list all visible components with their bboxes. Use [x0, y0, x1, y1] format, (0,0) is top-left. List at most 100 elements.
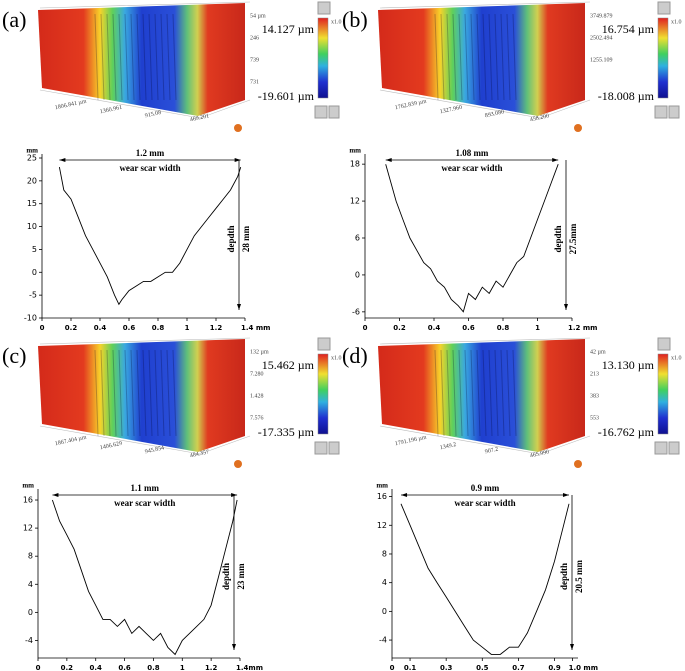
y-tick-label: 4 — [382, 578, 387, 587]
surface-stripe — [464, 349, 469, 437]
surface-x-label: 458.200 — [529, 113, 549, 123]
arrow-head — [237, 304, 241, 310]
y-tick-label: -6 — [352, 307, 360, 316]
width-label: wear scar width — [119, 163, 180, 173]
surface-stripe — [482, 349, 487, 437]
profile-line — [385, 164, 559, 313]
y-tick-label: 16 — [23, 496, 33, 505]
surface-x-label: 1327.960 — [439, 105, 462, 116]
surface-stripe — [142, 13, 147, 101]
surface-stripe — [136, 349, 141, 437]
surface-stripe — [94, 349, 99, 437]
surface-stripe — [166, 349, 171, 437]
color-max: 13.130 µm — [602, 358, 655, 372]
x-tick-label: 0.4 — [90, 664, 103, 671]
surface-x-label: 1867.404 µm — [54, 435, 87, 448]
depth-label: depdth — [221, 563, 231, 590]
surface-x-label: 1360.961 — [99, 105, 122, 116]
axis-icon — [574, 124, 582, 132]
y-tick-label: -4 — [379, 636, 387, 645]
surface-stripe — [458, 349, 463, 437]
surface-stripe — [136, 13, 141, 101]
surface-grid — [39, 337, 251, 455]
surface-stripe — [118, 349, 123, 437]
y-unit: mm — [349, 147, 361, 155]
color-scale: x1.0 — [331, 355, 342, 361]
panel-label: (b) — [342, 7, 368, 32]
x-tick-label: 0 — [40, 324, 45, 332]
surface-stripe — [148, 13, 153, 101]
x-tick-label: 1.4mm — [236, 664, 263, 671]
color-scale: x1.0 — [331, 19, 342, 25]
surface-y-label: 553 — [590, 415, 599, 421]
x-tick-label: 1 — [535, 324, 540, 332]
surface-y-label: 383 — [590, 393, 599, 399]
width-value: 1.2 mm — [136, 148, 165, 158]
surface — [38, 3, 245, 116]
panel-label: (d) — [342, 343, 368, 368]
x-tick-label: 0 — [36, 664, 41, 671]
y-tick-label: 12 — [377, 521, 387, 530]
axis-icon — [234, 460, 242, 468]
surface-stripe — [142, 349, 147, 437]
surface-stripe — [446, 13, 451, 101]
y-tick-label: 16 — [377, 492, 387, 501]
x-tick-label: 0 — [390, 664, 395, 671]
y-tick-label: 0 — [355, 270, 360, 279]
surface-stripe — [166, 13, 171, 101]
width-value: 0.9 mm — [471, 483, 500, 493]
surface-y-label: 7.576 — [250, 415, 264, 421]
surface-stripe — [464, 13, 469, 101]
y-unit: mm — [376, 482, 388, 490]
depth-label: depdth — [226, 225, 236, 252]
surface-stripe — [494, 349, 499, 437]
view-button — [657, 1, 671, 15]
y-tick-label: 12 — [23, 524, 33, 533]
surface-stripe — [172, 13, 177, 101]
surface-stripe — [154, 349, 159, 437]
axis-icon — [234, 124, 242, 132]
surface-y-label: 3749.879 — [590, 13, 613, 19]
color-scale: x1.0 — [671, 19, 682, 25]
x-tick-label: 1.4 mm — [241, 324, 270, 332]
surface-y-label: 1.428 — [250, 393, 264, 399]
surface-x-label: 893.080 — [484, 109, 504, 119]
surface-stripe — [506, 13, 511, 101]
depth-label: depdth — [559, 563, 569, 590]
view-button — [668, 105, 680, 119]
color-bar — [657, 353, 669, 435]
color-max: 15.462 µm — [262, 358, 315, 372]
view-button — [317, 1, 331, 15]
x-tick-label: 1.0 mm — [569, 664, 598, 671]
surface-y-label: 132 µm — [250, 349, 269, 355]
view-button — [657, 337, 671, 351]
depth-value: 28 mm — [241, 225, 251, 252]
x-tick-label: 1 — [185, 324, 190, 332]
surface-stripe — [512, 13, 517, 101]
surface — [38, 339, 245, 452]
x-tick-label: 1.2 — [210, 324, 223, 332]
depth-value: 23 mm — [236, 563, 246, 590]
surface-stripe — [154, 13, 159, 101]
surface-stripe — [500, 349, 505, 437]
surface-x-label: 465.990 — [529, 449, 549, 459]
surface-x-label: 915.08 — [144, 110, 161, 119]
view-button — [668, 441, 680, 455]
y-tick-label: 5 — [32, 245, 37, 254]
surface-x-label: 1762.839 µm — [394, 99, 427, 112]
surface-stripe — [100, 13, 105, 101]
surface-stripe — [160, 13, 165, 101]
x-tick-label: 0.4 — [94, 324, 107, 332]
x-tick-label: 0.1 — [404, 664, 417, 671]
surface-stripe — [482, 13, 487, 101]
x-tick-label: 0.6 — [123, 324, 136, 332]
x-tick-label: 0.8 — [497, 324, 510, 332]
surface-stripe — [512, 349, 517, 437]
x-tick-label: 0.6 — [118, 664, 131, 671]
y-tick-label: 0 — [382, 607, 387, 616]
surface-stripe — [440, 349, 445, 437]
view-button — [328, 441, 340, 455]
width-value: 1.08 mm — [455, 148, 488, 158]
surface-x-label: 1406.629 — [99, 441, 122, 452]
